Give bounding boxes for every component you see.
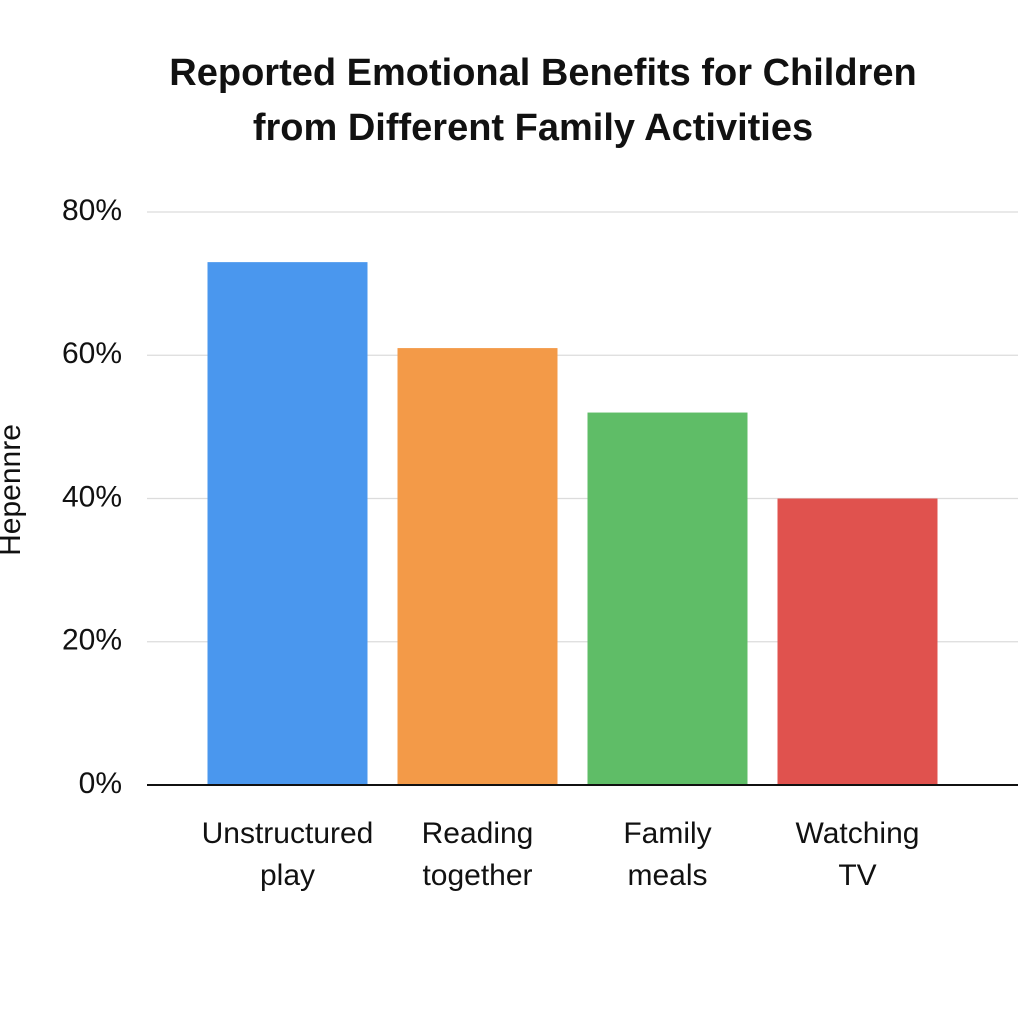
y-axis-label: Hepennre bbox=[0, 424, 27, 556]
chart-title: Reported Emotional Benefits for Children bbox=[169, 52, 916, 94]
bar bbox=[207, 262, 368, 785]
y-tick-label: 20% bbox=[62, 624, 122, 657]
chart-title: from Different Family Activities bbox=[253, 107, 813, 149]
y-tick-label: 80% bbox=[62, 194, 122, 227]
x-tick-label: Family meals bbox=[623, 817, 711, 892]
bar bbox=[587, 412, 748, 785]
x-tick-label: Unstructured play bbox=[202, 817, 374, 892]
x-tick-label: Reading together bbox=[422, 817, 534, 892]
x-tick-label: Watching TV bbox=[796, 817, 920, 892]
bar bbox=[397, 348, 558, 785]
y-tick-label: 0% bbox=[79, 767, 122, 800]
y-tick-label: 60% bbox=[62, 337, 122, 370]
bar bbox=[777, 498, 938, 785]
y-tick-label: 40% bbox=[62, 480, 122, 513]
